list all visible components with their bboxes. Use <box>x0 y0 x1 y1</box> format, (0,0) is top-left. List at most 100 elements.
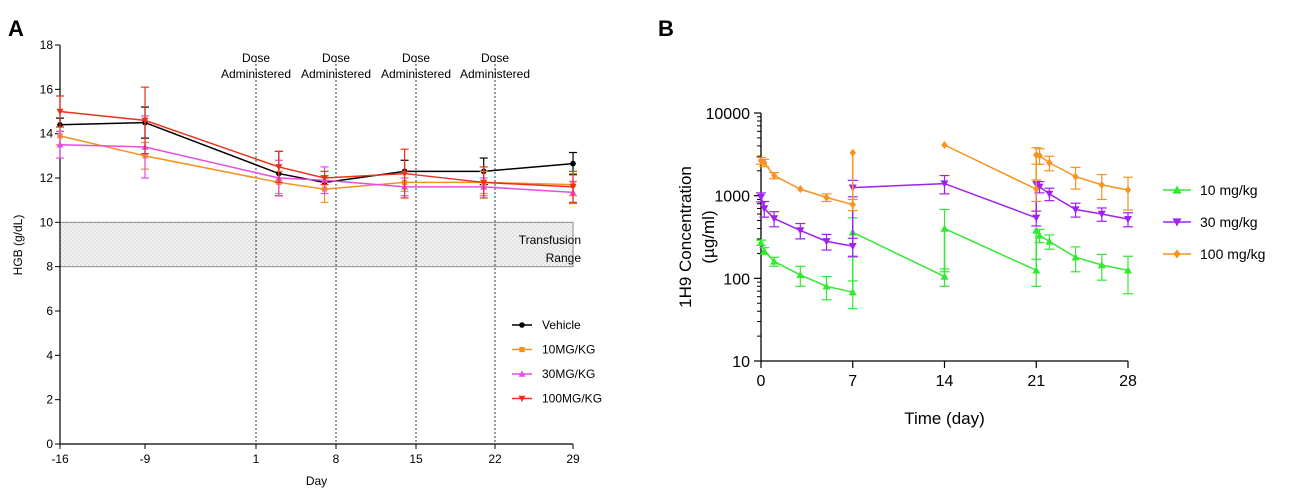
data-point <box>1097 210 1106 219</box>
data-point <box>1098 180 1105 189</box>
data-point <box>823 193 830 202</box>
data-point <box>796 270 805 279</box>
data-point <box>757 193 765 202</box>
series-line <box>760 242 853 293</box>
data-point <box>1071 253 1080 261</box>
legend-marker <box>1172 218 1182 227</box>
legend-label: 30MG/KG <box>542 367 595 381</box>
dose-label: Administered <box>460 67 530 81</box>
x-tick-label: 7 <box>848 373 857 390</box>
y-tick-label: 10 <box>732 354 750 371</box>
y-axis-title: 1H9 Concentration <box>676 166 695 308</box>
region-label: Range <box>546 251 582 265</box>
data-point <box>760 246 769 255</box>
dose-label: Administered <box>301 67 371 81</box>
data-point <box>770 215 779 223</box>
data-point <box>848 242 857 251</box>
legend-marker <box>1172 185 1182 194</box>
x-axis-title: Time (day) <box>904 409 985 428</box>
y-tick-label: 6 <box>46 304 53 318</box>
dose-label: Dose <box>242 51 270 65</box>
dose-label: Dose <box>481 51 509 65</box>
chart-a-hgb: Transfusion Range Dose Administered Dose Admi… <box>11 38 602 488</box>
y-tick-label: 100 <box>723 271 750 288</box>
x-tick-label: -9 <box>140 452 151 466</box>
dose-label: Administered <box>221 67 291 81</box>
series-line <box>760 160 853 206</box>
series-line <box>1035 183 1129 220</box>
x-tick-label: 29 <box>566 452 580 466</box>
data-point <box>940 224 949 232</box>
data-point <box>822 238 831 246</box>
x-tick-label: 15 <box>409 452 423 466</box>
legend-label: Vehicle <box>542 318 581 332</box>
panel-label-a: A <box>8 16 24 41</box>
data-point <box>1124 266 1132 274</box>
x-axis-title: Day <box>306 474 327 488</box>
data-point <box>1045 237 1054 245</box>
data-point <box>757 238 765 246</box>
data-point <box>796 227 805 235</box>
data-point <box>480 179 488 186</box>
legend-label: 10 mg/kg <box>1200 182 1258 198</box>
legend-marker <box>519 346 525 353</box>
y-tick-label: 4 <box>46 348 53 362</box>
y-tick-label: 0 <box>46 437 53 451</box>
x-tick-label: -16 <box>51 452 69 466</box>
y-axis-title: (µg/ml) <box>699 210 718 263</box>
data-point <box>761 158 768 167</box>
data-point <box>1072 172 1079 181</box>
legend-label: 30 mg/kg <box>1200 214 1258 230</box>
y-tick-label: 16 <box>40 82 54 96</box>
transfusion-range-region <box>59 221 574 268</box>
data-point <box>56 141 64 148</box>
data-point <box>321 175 329 182</box>
series-line <box>944 227 1037 272</box>
y-tick-label: 8 <box>46 260 53 274</box>
y-tick-label: 10 <box>40 215 54 229</box>
series-line <box>852 231 945 278</box>
x-tick-label: 21 <box>1027 373 1045 390</box>
data-point <box>1032 226 1041 234</box>
legend-label: 100MG/KG <box>542 392 602 406</box>
data-point <box>570 160 576 167</box>
data-point <box>1071 206 1080 214</box>
y-tick-label: 14 <box>40 127 54 141</box>
data-point <box>141 117 149 124</box>
y-tick-label: 10000 <box>706 106 751 123</box>
chart-b-concentration: 10 100 1000 10000 0 7 14 21 28 Time (day) 1H9 Conc… <box>676 106 1265 428</box>
data-point <box>770 257 779 265</box>
series-line <box>1035 229 1129 272</box>
data-point <box>1045 190 1054 198</box>
series-line <box>760 196 853 247</box>
dose-label: Dose <box>322 51 350 65</box>
data-point <box>1032 214 1041 222</box>
data-point <box>822 282 831 290</box>
data-point <box>569 184 577 191</box>
data-point <box>1046 158 1053 167</box>
y-tick-label: 18 <box>40 38 54 52</box>
data-point <box>1124 215 1132 224</box>
legend-marker <box>518 370 526 377</box>
region-label: Transfusion <box>519 233 581 247</box>
series-line <box>59 144 574 194</box>
dose-label: Administered <box>381 67 451 81</box>
y-tick-label: 1000 <box>714 189 750 206</box>
x-tick-label: 8 <box>333 452 340 466</box>
data-point <box>797 185 804 194</box>
legend-marker <box>519 322 525 328</box>
legend-marker <box>1173 249 1181 259</box>
data-point <box>1036 151 1043 160</box>
data-point <box>56 108 64 115</box>
panel-label-b: B <box>658 16 674 41</box>
legend-label: 10MG/KG <box>542 343 595 357</box>
data-point <box>770 171 778 180</box>
x-tick-label: 0 <box>757 373 766 390</box>
y-tick-label: 12 <box>40 171 54 185</box>
data-point <box>940 180 949 188</box>
legend-label: 100 mg/kg <box>1200 246 1265 262</box>
data-point <box>1124 186 1132 195</box>
x-tick-label: 14 <box>936 373 954 390</box>
data-point <box>941 141 948 150</box>
data-point <box>1097 260 1106 269</box>
